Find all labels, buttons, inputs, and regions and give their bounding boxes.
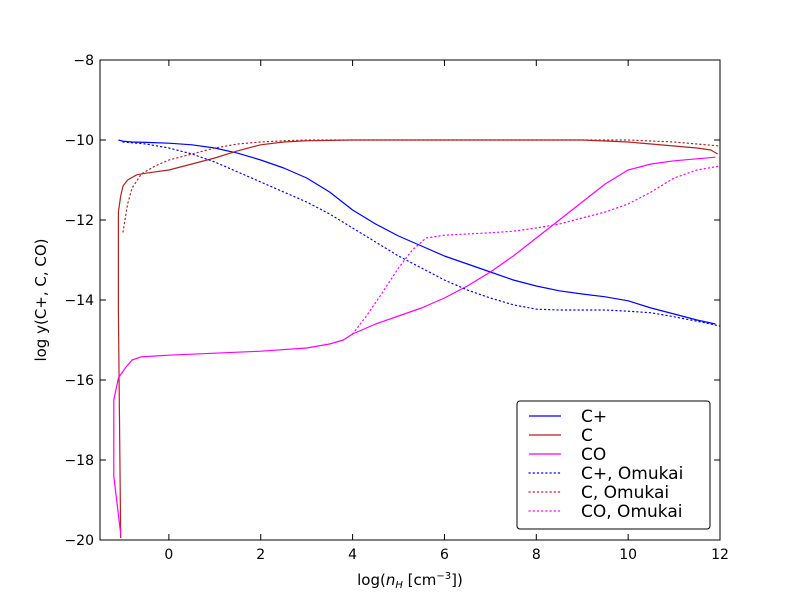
series-line-c-omukai (122, 139, 721, 233)
y-tick-label: −16 (64, 373, 94, 389)
legend-label-c: C (581, 426, 593, 446)
legend-label-cplus-omukai: C+, Omukai (581, 464, 683, 484)
legend-box (516, 400, 711, 530)
legend-label-cplus: C+ (581, 407, 607, 427)
ticks-layer: 0 2 4 6 8 10 12 −20 −18 −16 −14 −12 −10 −8 (64, 53, 728, 563)
series-line-cplus (118, 139, 716, 325)
x-tick-label: 6 (440, 547, 449, 563)
x-tick-label: 12 (711, 547, 729, 563)
y-tick-label: −18 (64, 453, 94, 469)
series-line-co (113, 156, 716, 535)
series-layer (113, 139, 721, 539)
x-tick-label: 10 (619, 547, 637, 563)
y-axis-label: log y(C+, C, CO) (32, 238, 50, 361)
legend-label-co: CO (581, 445, 606, 465)
x-tick-label: 0 (164, 547, 173, 563)
x-tick-label: 2 (256, 547, 265, 563)
x-tick-label: 4 (348, 547, 357, 563)
series-line-c (117, 139, 719, 539)
y-tick-label: −12 (64, 213, 94, 229)
y-tick-label: −8 (73, 53, 94, 69)
legend-label-co-omukai: CO, Omukai (581, 502, 682, 522)
x-axis-label: log(nH [cm−3]) (357, 571, 463, 591)
y-tick-label: −10 (64, 133, 94, 149)
y-tick-label: −14 (64, 293, 94, 309)
x-tick-label: 8 (532, 547, 541, 563)
legend-label-c-omukai: C, Omukai (581, 483, 669, 503)
series-line-cplus-omukai (122, 141, 721, 327)
series-line-co-omukai (352, 165, 721, 335)
y-tick-label: −20 (64, 533, 94, 549)
